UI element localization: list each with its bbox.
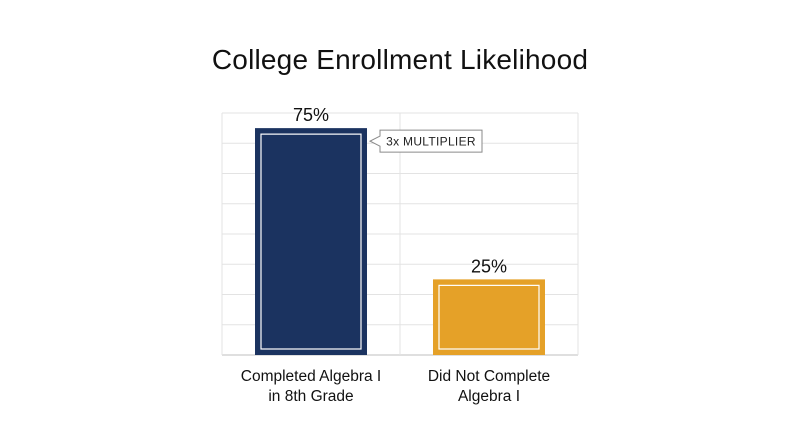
category-label: in 8th Grade — [268, 388, 353, 405]
category-label: Completed Algebra I — [241, 368, 381, 385]
bars — [255, 128, 545, 355]
bar-value-label: 75% — [293, 105, 329, 125]
bar-inner-border — [438, 284, 540, 350]
multiplier-callout: 3x MULTIPLIER — [368, 129, 483, 153]
chart-title: College Enrollment Likelihood — [211, 44, 589, 75]
callout-box — [368, 129, 483, 153]
bar — [433, 279, 545, 355]
category-labels: 75% Completed Algebra I in 8th Grade 25% Did… — [241, 105, 550, 405]
bar-value-label: 25% — [471, 256, 507, 276]
callout-text: 3x MULTIPLIER — [386, 135, 476, 149]
category-label: Algebra I — [458, 388, 520, 405]
bar-inner-border — [260, 133, 362, 350]
category-label: Did Not Complete — [428, 368, 550, 385]
bar — [255, 128, 367, 355]
